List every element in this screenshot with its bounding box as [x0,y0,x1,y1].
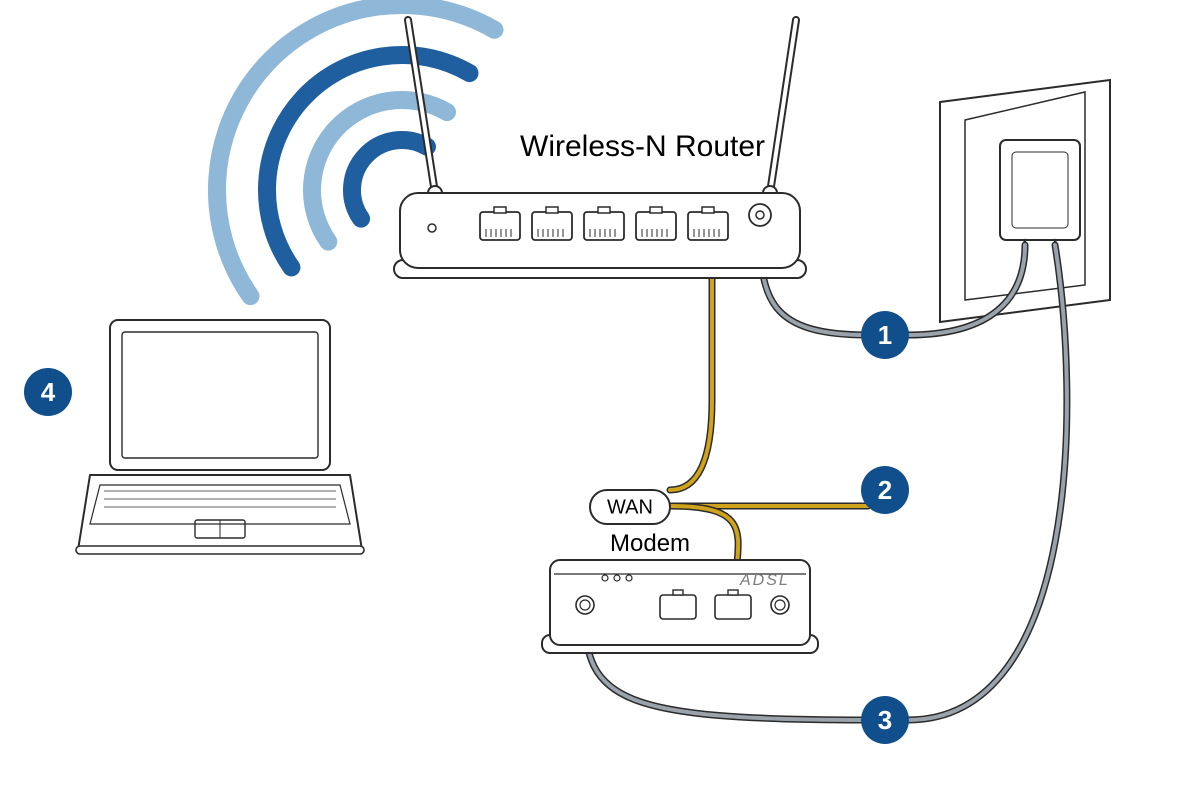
step-badge-2: 2 [861,466,909,514]
step-badge-4: 4 [24,368,72,416]
wan-label-pill: WAN [590,490,670,524]
diagram-svg: WAN [0,0,1200,800]
laptop-icon [76,320,364,554]
svg-text:WAN: WAN [607,496,653,518]
step-badge-3: 3 [861,696,909,744]
step-badge-1: 1 [861,311,909,359]
router-label: Wireless-N Router [520,130,765,164]
modem-brand-label: ADSL [740,572,790,590]
wall-outlet-icon [940,80,1110,322]
diagram-canvas: WAN Wireless-N Router Modem ADSL 1 2 3 4 [0,0,1200,800]
modem-label: Modem [610,530,690,558]
